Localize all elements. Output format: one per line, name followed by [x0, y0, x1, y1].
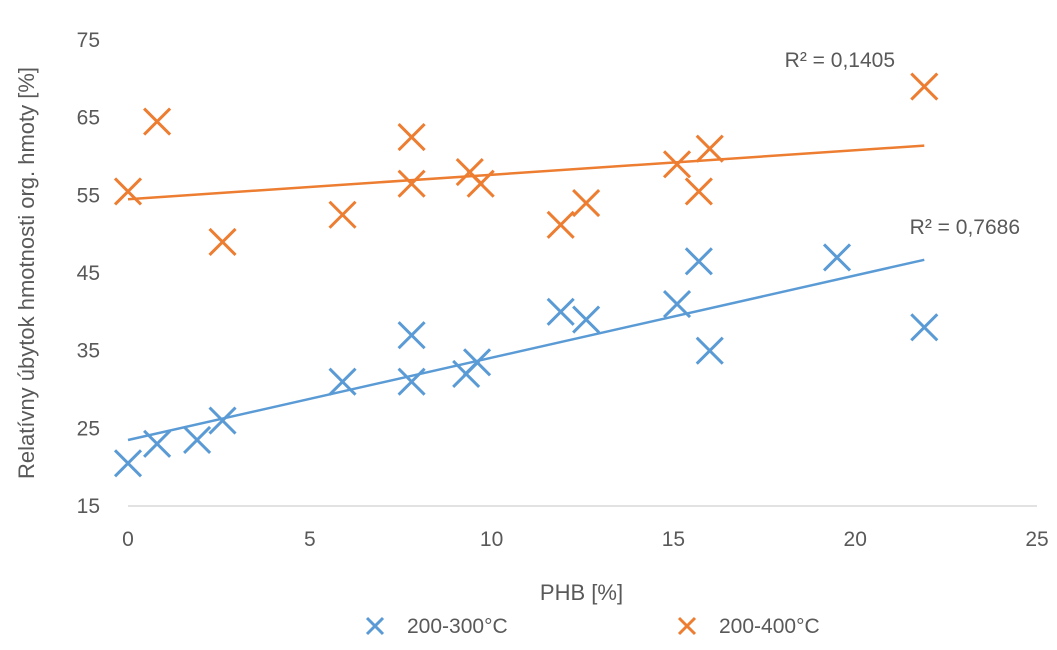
data-point-series-1: [208, 406, 237, 435]
y-axis-ticks: 15 25 35 45 55 65 75: [77, 29, 100, 518]
data-point-series-1: [910, 313, 939, 342]
data-point-series-1: [183, 425, 212, 455]
data-point-series-1: [572, 305, 601, 334]
y-tick-label: 35: [77, 340, 100, 363]
x-tick-label: 25: [1025, 528, 1048, 551]
data-point-series-1: [143, 429, 172, 458]
r-squared-label-series-1: R² = 0,7686: [910, 216, 1020, 239]
r-squared-labels: R² = 0,7686 R² = 0,1405: [785, 49, 1020, 239]
x-axis-ticks: 0 5 10 15 20 25: [122, 528, 1049, 551]
y-tick-label: 55: [77, 184, 100, 207]
data-point-series-1: [695, 336, 724, 365]
x-axis-title: PHB [%]: [540, 580, 623, 605]
data-point-series-1: [546, 297, 575, 326]
x-tick-label: 5: [304, 528, 316, 551]
x-tick-label: 10: [480, 528, 503, 551]
data-point-series-1: [328, 367, 357, 396]
data-point-series-2: [466, 169, 495, 198]
legend: 200-300°C 200-400°C: [365, 615, 820, 638]
x-tick-label: 20: [844, 528, 867, 551]
y-tick-label: 15: [77, 495, 100, 518]
x-tick-label: 0: [122, 528, 134, 551]
data-point-series-1: [822, 243, 852, 272]
data-point-series-1: [397, 367, 426, 396]
y-tick-label: 75: [77, 29, 100, 52]
data-point-series-2: [695, 134, 724, 163]
data-point-series-2: [546, 210, 575, 239]
data-point-series-2: [328, 200, 357, 229]
y-tick-label: 65: [77, 107, 100, 130]
legend-label-series-1: 200-300°C: [407, 615, 508, 638]
data-point-series-1: [113, 449, 143, 478]
data-point-series-2: [684, 177, 713, 206]
trendline-series-1: [127, 258, 925, 442]
y-tick-label: 25: [77, 417, 100, 440]
data-point-series-2: [397, 123, 426, 152]
data-points: [113, 72, 939, 478]
data-point-series-2: [208, 227, 237, 256]
data-point-series-1: [462, 348, 492, 377]
legend-label-series-2: 200-400°C: [719, 615, 820, 638]
data-point-series-1: [397, 321, 426, 350]
data-point-series-1: [662, 290, 692, 319]
trendline-series-2: [127, 144, 925, 201]
y-axis-title: Relatívny úbytok hmotnosti org. hmoty [%…: [14, 67, 39, 479]
data-point-series-2: [143, 107, 172, 136]
legend-marker-series-2: [677, 616, 697, 636]
data-point-series-2: [662, 150, 692, 179]
trendlines: [127, 144, 925, 442]
x-tick-label: 15: [662, 528, 685, 551]
data-point-series-1: [684, 247, 713, 276]
y-tick-label: 45: [77, 262, 100, 285]
data-point-series-2: [113, 177, 143, 206]
data-point-series-2: [397, 169, 426, 198]
data-point-series-2: [572, 189, 601, 218]
legend-marker-series-1: [365, 616, 385, 636]
r-squared-label-series-2: R² = 0,1405: [785, 49, 895, 72]
data-point-series-2: [910, 72, 939, 101]
